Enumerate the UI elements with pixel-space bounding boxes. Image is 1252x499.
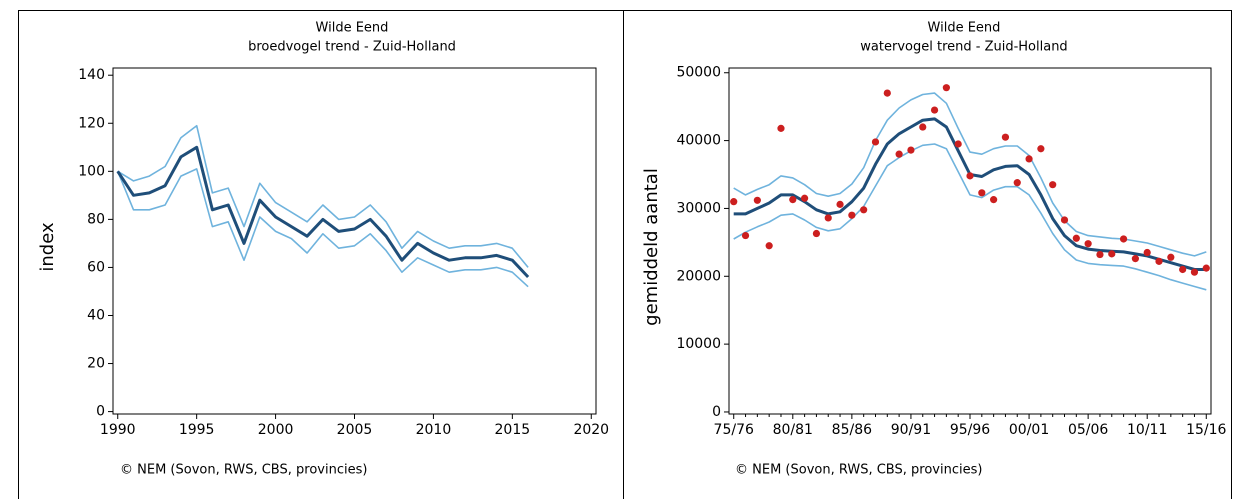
data-point: [919, 123, 927, 131]
x-tick-label: 80/81: [773, 422, 813, 438]
plot-frame: [112, 67, 597, 415]
y-tick-label: 140: [78, 67, 105, 83]
x-tick-label: 2005: [337, 422, 373, 438]
confidence-line: [733, 143, 1207, 291]
y-tick-label: 20000: [676, 268, 721, 284]
right-panel: [623, 10, 1232, 499]
data-point: [1167, 253, 1175, 261]
x-tick-label: 90/91: [891, 422, 931, 438]
data-point: [1072, 234, 1080, 242]
x-tick-label: 2010: [416, 422, 452, 438]
data-point: [1179, 265, 1187, 274]
data-point: [848, 211, 856, 219]
x-tick-label: 2020: [573, 422, 609, 438]
chart-title: Wilde Eend: [928, 21, 1001, 36]
confidence-line: [117, 124, 529, 268]
y-tick-label: 50000: [676, 65, 721, 81]
y-tick-label: 100: [78, 163, 105, 179]
data-point: [1025, 155, 1033, 163]
x-tick-label: 95/96: [950, 422, 990, 438]
data-point: [1060, 216, 1069, 224]
y-axis-title: index: [37, 222, 58, 272]
data-point: [954, 140, 962, 148]
y-tick-label: 30000: [676, 200, 721, 216]
x-tick-label: 2015: [495, 422, 531, 438]
data-point: [1037, 145, 1045, 153]
chart-subtitle: broedvogel trend - Zuid-Holland: [248, 40, 456, 55]
y-tick-label: 80: [87, 211, 105, 227]
data-point: [789, 196, 797, 204]
confidence-line: [116, 168, 529, 288]
data-point: [990, 196, 998, 204]
y-tick-label: 40000: [676, 133, 721, 149]
y-axis-title: gemiddeld aantal: [641, 168, 662, 326]
chart-title: Wilde Eend: [316, 21, 389, 36]
data-point: [1119, 235, 1128, 243]
data-point: [1084, 240, 1092, 248]
chart-subtitle: watervogel trend - Zuid-Holland: [860, 40, 1067, 55]
data-point: [883, 89, 891, 97]
data-point: [1001, 133, 1010, 141]
y-tick-label: 10000: [676, 336, 721, 352]
source-note: © NEM (Sovon, RWS, CBS, provincies): [120, 463, 367, 478]
data-point: [907, 146, 915, 154]
x-tick-label: 05/06: [1068, 422, 1108, 438]
data-point: [812, 229, 821, 238]
data-point: [1155, 257, 1163, 265]
y-tick-label: 60: [87, 259, 105, 275]
x-tick-label: 85/86: [832, 422, 872, 438]
data-point: [730, 198, 738, 206]
x-tick-label: 10/11: [1127, 422, 1167, 438]
trend-line: [116, 145, 530, 279]
data-point: [860, 206, 868, 214]
x-tick-label: 2000: [258, 422, 294, 438]
y-tick-label: 20: [87, 356, 105, 372]
data-point: [741, 231, 750, 240]
data-point: [1096, 250, 1104, 259]
data-point: [942, 84, 950, 92]
data-point: [1013, 179, 1021, 187]
x-tick-label: 1995: [179, 422, 215, 438]
data-point: [777, 124, 785, 132]
data-point: [978, 189, 986, 197]
y-tick-label: 40: [87, 307, 105, 323]
y-tick-label: 0: [96, 404, 105, 420]
y-tick-label: 0: [712, 404, 721, 420]
data-point: [895, 150, 903, 158]
x-tick-label: 15/16: [1186, 422, 1226, 438]
y-tick-label: 120: [78, 115, 105, 131]
x-tick-label: 75/76: [714, 422, 754, 438]
data-point: [765, 242, 773, 250]
data-point: [1131, 255, 1139, 263]
x-tick-label: 00/01: [1009, 422, 1049, 438]
data-point: [1049, 181, 1057, 189]
confidence-line: [733, 92, 1207, 257]
data-point: [1143, 248, 1151, 257]
data-point: [966, 172, 974, 180]
data-point: [824, 214, 832, 222]
data-point: [1202, 264, 1210, 272]
data-point: [1190, 268, 1199, 276]
data-point: [801, 194, 809, 202]
source-note: © NEM (Sovon, RWS, CBS, provincies): [735, 463, 982, 478]
data-point: [930, 106, 939, 114]
data-point: [871, 138, 880, 146]
data-point: [1108, 250, 1116, 258]
x-tick-label: 1990: [100, 422, 136, 438]
data-point: [836, 200, 844, 208]
data-point: [753, 196, 761, 204]
